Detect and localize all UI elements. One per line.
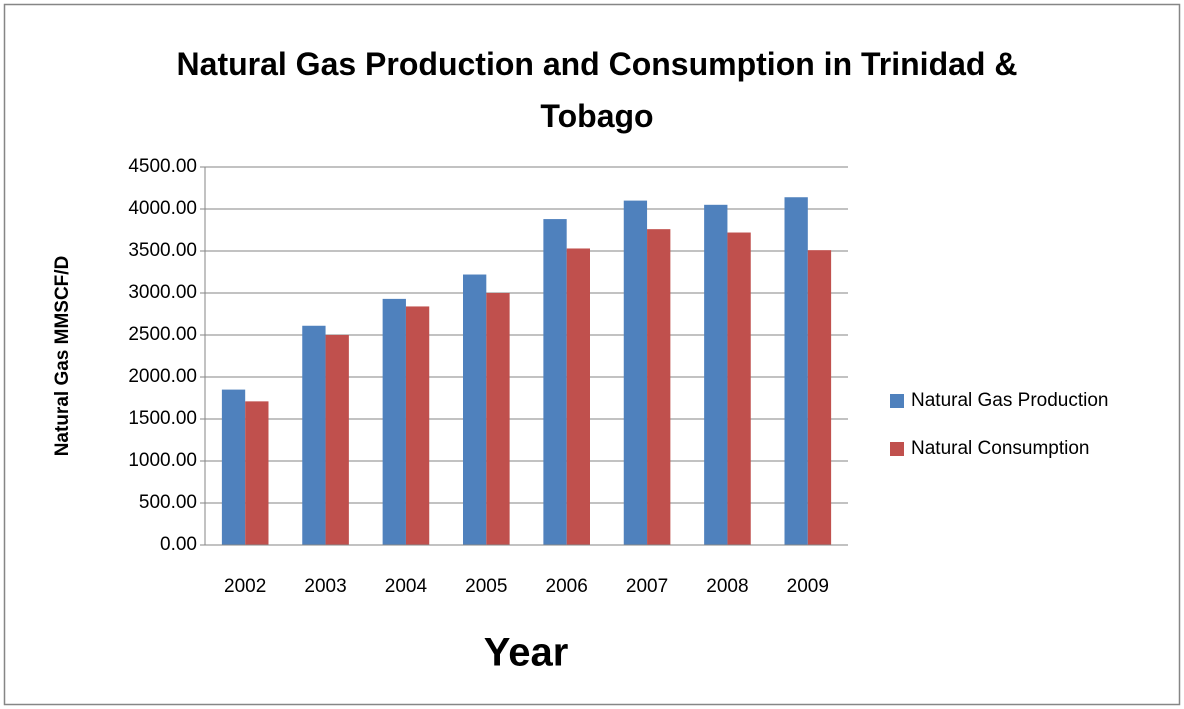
- y-tick-label: 4000.00: [128, 198, 197, 219]
- bar: [405, 306, 430, 545]
- x-tick-label: 2002: [224, 576, 266, 597]
- x-tick-label: 2009: [787, 576, 829, 597]
- x-tick-label: 2004: [385, 576, 428, 597]
- bar: [807, 250, 832, 545]
- x-tick-label: 2006: [546, 576, 588, 597]
- y-tick-label: 500.00: [139, 492, 197, 513]
- y-tick-label: 4500.00: [128, 156, 197, 177]
- bar: [486, 293, 510, 545]
- bar: [221, 389, 246, 545]
- bar: [302, 325, 326, 545]
- bar: [647, 229, 671, 545]
- legend-label: Natural Consumption: [911, 438, 1089, 459]
- y-tick-label: 0.00: [160, 534, 197, 555]
- bar: [623, 200, 648, 545]
- legend-label: Natural Gas Production: [911, 390, 1109, 411]
- legend-swatch: [890, 394, 904, 408]
- chart-title: Natural Gas Production and Consumption i…: [176, 46, 1018, 134]
- x-tick-label: 2007: [626, 576, 668, 597]
- bar: [325, 335, 349, 545]
- y-tick-label: 3000.00: [128, 282, 197, 303]
- bar: [704, 204, 728, 546]
- x-axis-label: Year: [484, 631, 569, 675]
- x-tick-label: 2008: [706, 576, 748, 597]
- chart-frame: [3, 3, 1181, 706]
- y-tick-label: 2000.00: [128, 366, 197, 387]
- legend-swatch: [890, 442, 904, 456]
- x-tick-label: 2003: [304, 576, 346, 597]
- y-tick-label: 1000.00: [128, 450, 197, 471]
- x-tick-label: 2005: [465, 576, 507, 597]
- bar: [382, 298, 406, 545]
- y-tick-label: 2500.00: [128, 324, 197, 345]
- bar: [543, 219, 567, 545]
- bar: [727, 232, 751, 545]
- bar: [784, 197, 808, 546]
- bar: [566, 248, 590, 546]
- y-axis-label: Natural Gas MMSCF/D: [52, 256, 73, 457]
- bar: [463, 274, 487, 545]
- y-tick-label: 3500.00: [128, 240, 197, 261]
- bar: [245, 401, 269, 545]
- y-tick-label: 1500.00: [128, 408, 197, 429]
